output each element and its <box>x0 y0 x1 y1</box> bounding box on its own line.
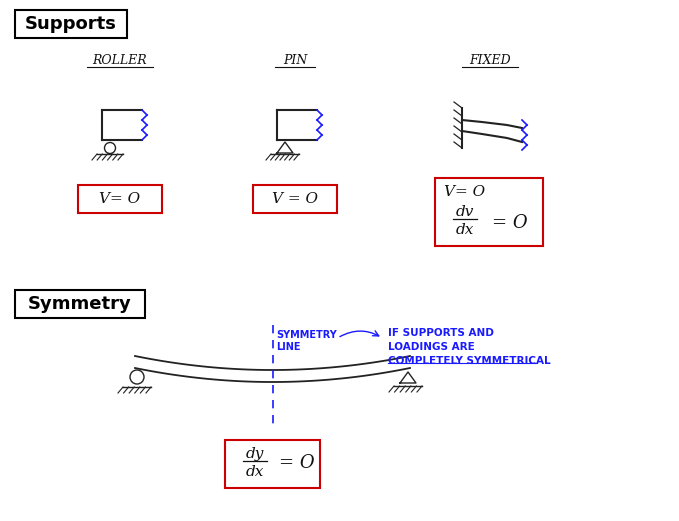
Text: SYMMETRY
LINE: SYMMETRY LINE <box>276 330 337 352</box>
Text: dy: dy <box>245 447 263 461</box>
Bar <box>435 178 543 246</box>
Text: IF SUPPORTS AND
LOADINGS ARE
COMPLETELY SYMMETRICAL: IF SUPPORTS AND LOADINGS ARE COMPLETELY … <box>388 328 550 366</box>
Text: PIN: PIN <box>283 54 307 67</box>
Text: dv: dv <box>456 205 474 219</box>
Text: Supports: Supports <box>25 15 117 33</box>
Bar <box>15 290 145 318</box>
Text: = O: = O <box>492 214 528 232</box>
Text: = O: = O <box>278 454 314 472</box>
Text: V= O: V= O <box>99 192 141 206</box>
Text: V = O: V = O <box>272 192 318 206</box>
Text: FIXED: FIXED <box>469 54 511 67</box>
Bar <box>225 440 320 488</box>
Bar <box>78 185 162 213</box>
Bar <box>15 10 127 38</box>
Text: dx: dx <box>456 223 474 237</box>
Text: dx: dx <box>245 465 263 479</box>
Text: ROLLER: ROLLER <box>93 54 147 67</box>
Bar <box>253 185 337 213</box>
Text: V= O: V= O <box>445 185 485 199</box>
Text: Symmetry: Symmetry <box>28 295 132 313</box>
